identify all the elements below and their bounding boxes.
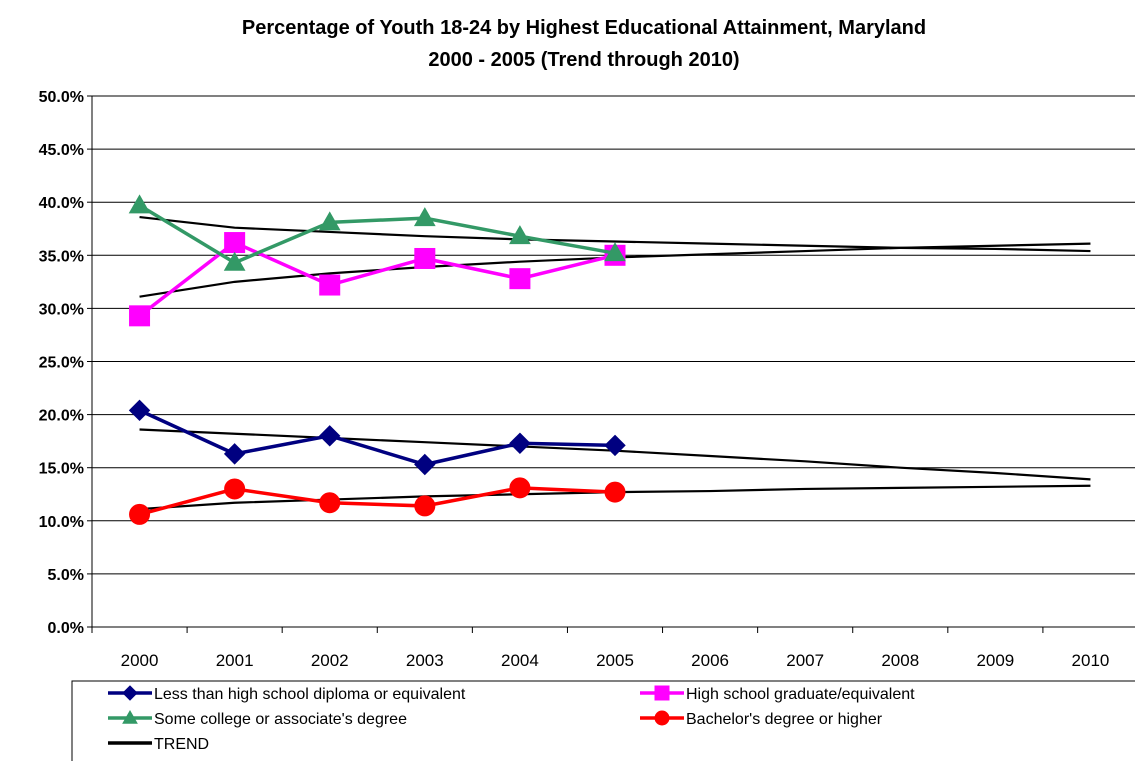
y-tick-label: 20.0% — [39, 408, 84, 425]
triangle-marker — [128, 194, 151, 214]
series-lines — [128, 194, 626, 525]
legend-label: High school graduate/equivalent — [686, 686, 915, 703]
circle-marker — [509, 477, 531, 499]
legend-item-trend: TREND — [108, 736, 209, 753]
data-series — [129, 477, 626, 525]
circle-marker — [414, 495, 436, 517]
square-marker — [414, 247, 436, 269]
data-series — [128, 194, 626, 271]
legend-item: Some college or associate's degree — [108, 709, 407, 728]
triangle-marker — [604, 242, 626, 262]
x-tick-label: 2003 — [406, 651, 444, 670]
diamond-marker — [604, 434, 626, 457]
y-tick-label: 40.0% — [39, 195, 84, 212]
series-line — [138, 203, 616, 265]
y-tick-label: 15.0% — [39, 461, 84, 478]
circle-marker — [319, 492, 341, 514]
x-tick-label: 2002 — [311, 651, 349, 670]
chart-subtitle: 2000 - 2005 (Trend through 2010) — [428, 49, 739, 71]
x-tick-label: 2010 — [1072, 651, 1110, 670]
x-tick-label: 2006 — [691, 651, 729, 670]
chart-title: Percentage of Youth 18-24 by Highest Edu… — [242, 17, 926, 39]
x-tick-label: 2001 — [216, 651, 254, 670]
y-tick-label: 25.0% — [39, 355, 84, 372]
data-series — [129, 232, 626, 327]
x-axis-ticks: 2000 2001 2002 2003 2004 2005 2006 2007 2008 2009… — [91, 627, 1110, 670]
legend-label: Some college or associate's degree — [154, 711, 407, 728]
x-tick-label: 2005 — [596, 651, 634, 670]
square-marker — [224, 232, 246, 254]
circle-marker — [129, 503, 151, 525]
x-tick-label: 2009 — [976, 651, 1014, 670]
diamond-marker — [509, 432, 531, 454]
y-tick-label: 0.0% — [48, 620, 84, 637]
legend: Less than high school diploma or equival… — [71, 680, 1135, 761]
triangle-marker — [223, 251, 246, 271]
series-line — [138, 408, 616, 467]
x-tick-label: 2007 — [786, 651, 824, 670]
circle-marker — [654, 710, 670, 726]
legend-box — [71, 680, 1135, 761]
triangle-marker — [122, 709, 138, 724]
diamond-marker — [414, 453, 436, 476]
circle-marker — [224, 478, 246, 500]
legend-label: Less than high school diploma or equival… — [154, 686, 466, 703]
y-tick-label: 30.0% — [39, 301, 84, 318]
triangle-marker — [509, 225, 531, 245]
y-tick-label: 45.0% — [39, 142, 84, 159]
triangle-marker — [413, 207, 436, 227]
trend-line — [139, 215, 1091, 253]
y-axis-ticks: 0.0% 5.0% 10.0% 15.0% 20.0% 25.0% 30.0% 35.0% 40… — [39, 89, 92, 637]
square-marker — [129, 305, 151, 327]
y-tick-label: 35.0% — [39, 248, 84, 265]
triangle-marker — [318, 211, 341, 231]
y-tick-label: 10.0% — [39, 514, 84, 531]
diamond-marker — [319, 425, 341, 447]
legend-label: TREND — [154, 736, 209, 753]
circle-marker — [604, 481, 626, 503]
diamond-marker — [128, 399, 151, 422]
y-tick-label: 50.0% — [39, 89, 84, 106]
x-tick-label: 2008 — [881, 651, 919, 670]
series-line — [138, 240, 616, 318]
x-tick-label: 2000 — [121, 651, 159, 670]
square-marker — [319, 274, 341, 296]
diamond-marker — [122, 685, 138, 701]
x-tick-label: 2004 — [501, 651, 539, 670]
y-tick-label: 5.0% — [48, 567, 84, 584]
data-series — [128, 399, 626, 476]
square-marker — [654, 685, 670, 701]
legend-item: Less than high school diploma or equival… — [108, 685, 466, 703]
legend-label: Bachelor's degree or higher — [686, 711, 883, 728]
diamond-marker — [223, 443, 246, 465]
series-line — [139, 486, 616, 517]
legend-item: Bachelor's degree or higher — [640, 710, 883, 728]
legend-item: High school graduate/equivalent — [640, 685, 915, 703]
square-marker — [509, 268, 531, 290]
